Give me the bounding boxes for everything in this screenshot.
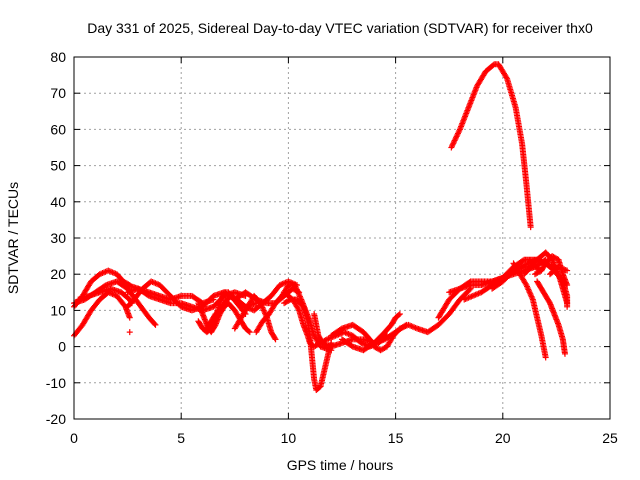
y-tick-label: 50 bbox=[50, 158, 66, 174]
axis-ticks: 0 5 10 15 20 25 -20 -10 0 10 20 30 40 50 60 70 80 bbox=[46, 49, 618, 446]
y-tick-label: 70 bbox=[50, 85, 66, 101]
x-tick-label: 20 bbox=[495, 430, 511, 446]
chart-title: Day 331 of 2025, Sidereal Day-to-day VTE… bbox=[87, 20, 593, 36]
x-tick-label: 10 bbox=[281, 430, 297, 446]
data-series bbox=[203, 278, 300, 332]
data-series bbox=[71, 289, 133, 339]
y-tick-label: -10 bbox=[46, 375, 66, 391]
y-axis-label: SDTVAR / TECUs bbox=[5, 182, 21, 294]
data-series bbox=[339, 311, 403, 354]
data-series bbox=[231, 292, 279, 343]
x-axis-label: GPS time / hours bbox=[287, 457, 394, 473]
y-tick-label: 10 bbox=[50, 302, 66, 318]
x-tick-label: 15 bbox=[388, 430, 404, 446]
x-tick-label: 5 bbox=[177, 430, 185, 446]
data-series bbox=[510, 260, 549, 361]
data-series bbox=[448, 61, 534, 231]
data-series bbox=[546, 263, 571, 278]
data-points bbox=[71, 61, 571, 394]
y-tick-label: 40 bbox=[50, 194, 66, 210]
y-tick-label: 60 bbox=[50, 121, 66, 137]
data-series bbox=[531, 253, 571, 289]
y-tick-label: 20 bbox=[50, 266, 66, 282]
data-point bbox=[126, 329, 133, 336]
y-tick-label: 80 bbox=[50, 49, 66, 65]
grid-lines bbox=[74, 57, 610, 419]
y-tick-label: 30 bbox=[50, 230, 66, 246]
data-series bbox=[542, 260, 571, 310]
plot-frame bbox=[73, 56, 611, 420]
x-tick-label: 0 bbox=[70, 430, 78, 446]
y-tick-label: -20 bbox=[46, 411, 66, 427]
y-tick-label: 0 bbox=[58, 339, 66, 355]
data-series bbox=[281, 289, 391, 350]
data-series bbox=[534, 278, 568, 357]
x-tick-label: 25 bbox=[602, 430, 618, 446]
